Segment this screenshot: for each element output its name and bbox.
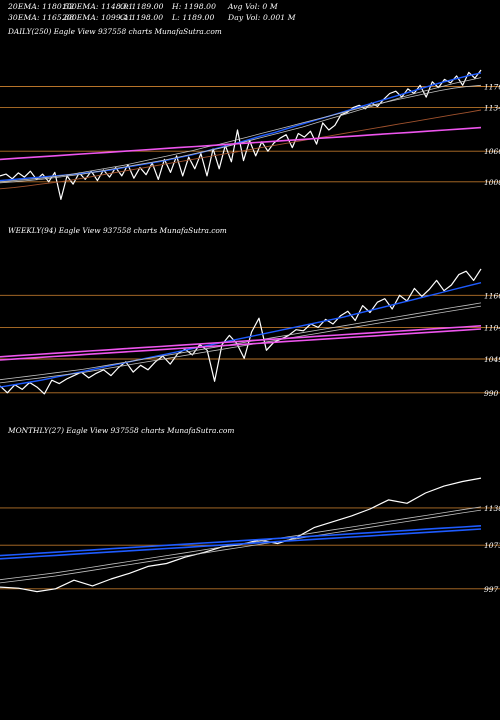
daily-ema-brown-line xyxy=(0,109,482,190)
ema30-label: 30EMA: 1165.88 xyxy=(8,13,75,22)
weekly-panel-title: WEEKLY(94) Eagle View 937558 charts Muna… xyxy=(8,226,227,235)
weekly-price-line xyxy=(0,268,482,395)
ema20-label: 20EMA: 1180.52 xyxy=(8,2,75,11)
monthly-ema-fast-line-lower xyxy=(0,525,482,557)
weekly-ema-long-line-upper xyxy=(0,328,482,361)
weekly-y-tick-label: 990 xyxy=(484,389,499,398)
weekly-ema-long-line-lower xyxy=(0,325,482,358)
weekly-y-tick-label: 1049 xyxy=(484,355,500,364)
daily-ema-fast-line xyxy=(0,72,482,182)
low-label: L: 1189.00 xyxy=(172,13,215,22)
ema200-label: 200EMA: 1099.41 xyxy=(62,13,134,22)
weekly-ema-fast-line xyxy=(0,282,482,388)
monthly-y-tick-label: 1073 xyxy=(484,541,500,550)
open-label: O: 1189.00 xyxy=(120,2,164,11)
weekly-ema-slow-line-lower xyxy=(0,302,482,381)
daily-y-tick-label: 1134 xyxy=(484,104,500,113)
daily-y-tick-label: 1008 xyxy=(484,178,500,187)
ema100-label: 100EMA: 1148.01 xyxy=(62,2,134,11)
day-vol-label: Day Vol: 0.001 M xyxy=(228,13,296,22)
monthly-price-line xyxy=(0,477,482,593)
monthly-y-tick-label: 1138 xyxy=(484,504,500,513)
daily-panel-title: DAILY(250) Eagle View 937558 charts Muna… xyxy=(8,27,222,36)
daily-ema-slow-line-a xyxy=(0,77,482,184)
close-label: C: 1198.00 xyxy=(120,13,164,22)
monthly-y-tick-label: 997 xyxy=(484,585,499,594)
daily-y-tick-label: 1170 xyxy=(484,83,500,92)
daily-ema-slow-line-b xyxy=(0,84,482,183)
high-label: H: 1198.00 xyxy=(172,2,216,11)
weekly-y-tick-label: 1104 xyxy=(484,323,500,332)
monthly-panel-title: MONTHLY(27) Eagle View 937558 charts Mun… xyxy=(8,426,235,435)
weekly-ema-slow-line-upper xyxy=(0,305,482,384)
daily-ema-long-line xyxy=(0,126,482,161)
monthly-ema-slow-line-upper xyxy=(0,509,482,584)
weekly-y-tick-label: 1160 xyxy=(484,291,500,300)
avg-vol-label: Avg Vol: 0 M xyxy=(228,2,278,11)
monthly-ema-fast-line-upper xyxy=(0,528,482,560)
daily-y-tick-label: 1060 xyxy=(484,147,500,156)
